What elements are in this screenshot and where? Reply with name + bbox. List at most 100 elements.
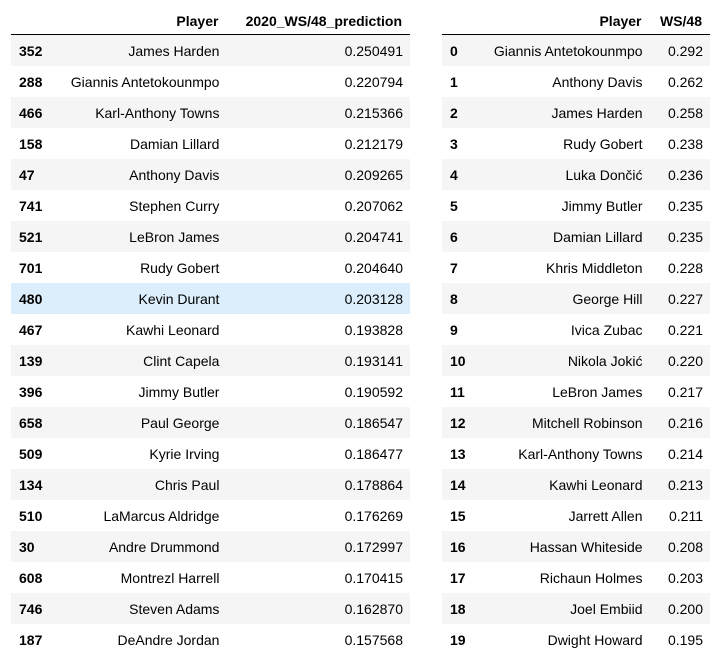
value-cell: 0.227 [649, 283, 710, 314]
player-name: Nikola Jokić [475, 345, 650, 376]
player-name: Jimmy Butler [138, 383, 220, 400]
row-index: 3 [450, 135, 458, 152]
value-cell: 0.204741 [226, 221, 410, 252]
column-header-index [11, 8, 53, 35]
value-cell: 0.172997 [226, 531, 410, 562]
player-name: Giannis Antetokounmpo [70, 73, 220, 90]
row-index: 4 [442, 159, 475, 190]
value-cell: 0.211 [669, 507, 703, 524]
player-name: Damian Lillard [129, 135, 220, 152]
table-row: 701 Rudy Gobert 0.204640 [11, 252, 410, 283]
row-index: 7 [450, 259, 458, 276]
table-row: 6 Damian Lillard 0.235 [442, 221, 710, 252]
player-name: Karl-Anthony Towns [518, 445, 643, 462]
row-index: 658 [11, 407, 53, 438]
value-cell: 0.203128 [226, 283, 410, 314]
row-index: 396 [19, 383, 43, 400]
player-name: Chris Paul [52, 469, 227, 500]
row-index: 467 [19, 321, 43, 338]
player-name: Richaun Holmes [539, 569, 643, 586]
row-index: 139 [11, 345, 53, 376]
value-cell: 0.209265 [226, 159, 410, 190]
player-name: Stephen Curry [129, 197, 220, 214]
value-cell: 0.213 [649, 469, 710, 500]
table-row: 134 Chris Paul 0.178864 [11, 469, 410, 500]
row-index: 1 [450, 73, 458, 90]
table-row: 0 Giannis Antetokounmpo 0.292 [442, 34, 710, 66]
value-cell: 0.292 [649, 34, 710, 66]
table-row: 17 Richaun Holmes 0.203 [442, 562, 710, 593]
table-row: 10 Nikola Jokić 0.220 [442, 345, 710, 376]
row-index: 12 [442, 407, 475, 438]
value-cell: 0.176269 [344, 507, 403, 524]
value-cell: 0.258 [649, 97, 710, 128]
table-row: 4 Luka Dončić 0.236 [442, 159, 710, 190]
value-cell: 0.216 [649, 407, 710, 438]
table-row: 14 Kawhi Leonard 0.213 [442, 469, 710, 500]
row-index: 2 [442, 97, 475, 128]
player-name: Mitchell Robinson [475, 407, 650, 438]
table-row: 15 Jarrett Allen 0.211 [442, 500, 710, 531]
player-name: LeBron James [552, 383, 643, 400]
player-name: DeAndre Jordan [117, 631, 220, 648]
player-name: Kawhi Leonard [126, 321, 220, 338]
value-cell: 0.190592 [344, 383, 403, 400]
value-cell: 0.162870 [226, 593, 410, 624]
row-index: 11 [450, 383, 465, 400]
value-cell: 0.217 [667, 383, 703, 400]
player-name: Luka Dončić [475, 159, 650, 190]
player-name: James Harden [52, 34, 227, 66]
player-name: James Harden [475, 97, 650, 128]
table-row: 510 LaMarcus Aldridge 0.176269 [11, 500, 410, 531]
row-index: 510 [19, 507, 43, 524]
player-name: LeBron James [52, 221, 227, 252]
table-row: 5 Jimmy Butler 0.235 [442, 190, 710, 221]
row-index: 352 [11, 34, 53, 66]
value-cell: 0.238 [667, 135, 703, 152]
table-row: 139 Clint Capela 0.193141 [11, 345, 410, 376]
column-header-prediction: 2020_WS/48_prediction [226, 8, 410, 35]
value-cell: 0.195 [667, 631, 703, 648]
player-name: George Hill [475, 283, 650, 314]
table-row: 352 James Harden 0.250491 [11, 34, 410, 66]
value-cell: 0.186477 [344, 445, 403, 462]
column-header-player: Player [475, 8, 650, 35]
player-name: Clint Capela [52, 345, 227, 376]
player-name: Jimmy Butler [561, 197, 643, 214]
value-cell: 0.214 [667, 445, 703, 462]
table-row: 1 Anthony Davis 0.262 [442, 66, 710, 97]
row-index: 6 [442, 221, 475, 252]
table-row: 396 Jimmy Butler 0.190592 [11, 376, 410, 407]
row-index: 466 [11, 97, 53, 128]
row-index: 5 [450, 197, 458, 214]
row-index: 288 [19, 73, 43, 90]
player-name: Rudy Gobert [140, 259, 220, 276]
header-row: Player 2020_WS/48_prediction [11, 8, 410, 35]
value-cell: 0.235 [649, 221, 710, 252]
player-name: Kevin Durant [52, 283, 227, 314]
player-name: Damian Lillard [475, 221, 650, 252]
table-row: 11 LeBron James 0.217 [442, 376, 710, 407]
player-name: Kyrie Irving [149, 445, 220, 462]
value-cell: 0.220794 [344, 73, 403, 90]
value-cell: 0.220 [649, 345, 710, 376]
value-cell: 0.157568 [344, 631, 403, 648]
table-row: 741 Stephen Curry 0.207062 [11, 190, 410, 221]
player-name: Jarrett Allen [568, 507, 643, 524]
value-cell: 0.228 [667, 259, 703, 276]
table-row: 9 Ivica Zubac 0.221 [442, 314, 710, 345]
value-cell: 0.193828 [344, 321, 403, 338]
player-name: Steven Adams [52, 593, 227, 624]
table-row: 288 Giannis Antetokounmpo 0.220794 [11, 66, 410, 97]
player-name: Hassan Whiteside [475, 531, 650, 562]
row-index: 30 [11, 531, 53, 562]
value-cell: 0.203 [667, 569, 703, 586]
row-index: 8 [442, 283, 475, 314]
row-index: 521 [11, 221, 53, 252]
row-index: 47 [11, 159, 53, 190]
row-index: 741 [19, 197, 43, 214]
table-row: 3 Rudy Gobert 0.238 [442, 128, 710, 159]
column-header-ws48: WS/48 [649, 8, 710, 35]
player-name: LaMarcus Aldridge [103, 507, 220, 524]
row-index: 10 [442, 345, 475, 376]
